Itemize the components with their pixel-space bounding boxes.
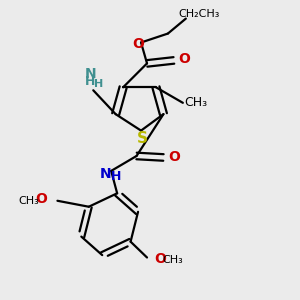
Text: N: N xyxy=(99,167,111,181)
Text: O: O xyxy=(132,37,144,51)
Text: CH₂CH₃: CH₂CH₃ xyxy=(178,9,220,19)
Text: CH₃: CH₃ xyxy=(162,256,183,266)
Text: O: O xyxy=(178,52,190,66)
Text: H: H xyxy=(110,170,121,183)
Text: S: S xyxy=(137,130,148,146)
Text: O: O xyxy=(169,150,180,164)
Text: CH₃: CH₃ xyxy=(185,96,208,109)
Text: H: H xyxy=(94,79,103,89)
Text: O: O xyxy=(154,252,166,266)
Text: H: H xyxy=(85,75,95,88)
Text: CH₃: CH₃ xyxy=(19,196,39,206)
Text: O: O xyxy=(35,192,47,206)
Text: N: N xyxy=(85,67,96,81)
